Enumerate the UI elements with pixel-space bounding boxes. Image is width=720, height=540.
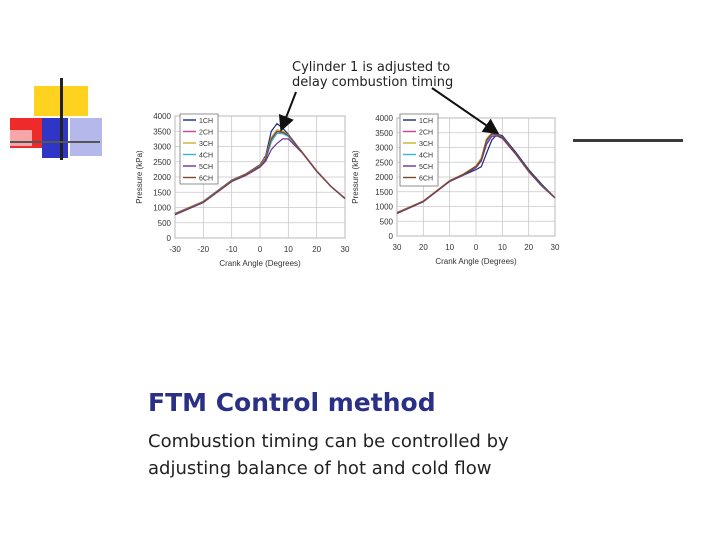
legend-entry: 4CH	[199, 153, 213, 160]
legend-box	[399, 113, 439, 187]
legend-entry: 3CH	[419, 141, 433, 148]
y-tick-label: 3500	[153, 127, 171, 136]
y-axis-label: Pressure (kPa)	[135, 150, 144, 204]
x-tick-label: 30	[393, 243, 402, 252]
arrow-to-chart-1	[278, 91, 297, 132]
legend-entry: 4CH	[419, 153, 433, 160]
y-tick-label: 4000	[375, 114, 393, 123]
legend-entry: 6CH	[199, 176, 213, 183]
y-tick-label: 1000	[153, 204, 171, 213]
y-tick-label: 1000	[375, 203, 393, 212]
y-tick-label: 1500	[375, 188, 393, 197]
y-tick-label: 3500	[375, 129, 393, 138]
x-tick-label: 0	[474, 243, 479, 252]
series-line-6CH	[174, 130, 346, 215]
arrow-to-chart-2	[431, 87, 500, 135]
deco-blue-block	[42, 118, 68, 158]
slide-title: FTM Control method	[148, 388, 436, 417]
y-tick-label: 3000	[375, 144, 393, 153]
legend-entry: 3CH	[199, 141, 213, 148]
legend-entry: 6CH	[419, 176, 433, 183]
y-tick-label: 1500	[153, 188, 171, 197]
series-line-6CH	[396, 132, 556, 214]
y-tick-label: 0	[389, 232, 394, 241]
legend-box	[179, 113, 219, 185]
y-tick-label: 4000	[153, 112, 171, 121]
decorative-rule	[573, 139, 683, 142]
legend-entry: 5CH	[419, 164, 433, 171]
annotation-callout: Cylinder 1 is adjusted to delay combusti…	[292, 60, 454, 90]
x-tick-label: 20	[419, 243, 428, 252]
x-tick-label: 20	[524, 243, 533, 252]
x-tick-label: -20	[198, 245, 210, 254]
y-tick-label: 2500	[375, 158, 393, 167]
x-axis-label: Crank Angle (Degrees)	[435, 257, 517, 266]
legend-entry: 2CH	[419, 130, 433, 137]
deco-horizontal-line	[10, 141, 100, 143]
y-axis-label: Pressure (kPa)	[351, 150, 360, 204]
y-tick-label: 2500	[153, 158, 171, 167]
x-tick-label: 10	[445, 243, 454, 252]
y-tick-label: 500	[380, 217, 394, 226]
y-tick-label: 500	[158, 219, 172, 228]
legend-entry: 1CH	[199, 118, 213, 125]
legend-entry: 5CH	[199, 164, 213, 171]
slide-body: Combustion timing can be controlled by a…	[148, 431, 509, 479]
x-tick-label: 30	[341, 245, 350, 254]
legend-entry: 1CH	[419, 118, 433, 125]
x-tick-label: 30	[551, 243, 560, 252]
chart-2: 30 20 10 0 10 20 30 0 500 1000 1500 2000 2500 3000 350…	[351, 113, 560, 266]
y-tick-label: 0	[167, 234, 172, 243]
y-tick-label: 2000	[153, 173, 171, 182]
x-tick-label: 10	[498, 243, 507, 252]
y-tick-label: 3000	[153, 143, 171, 152]
y-tick-label: 2000	[375, 173, 393, 182]
x-axis-label: Crank Angle (Degrees)	[219, 259, 301, 268]
deco-vertical-line	[60, 78, 63, 160]
x-tick-label: -10	[226, 245, 238, 254]
chart-1: -30 -20 -10 0 10 20 30 0 500 1000 1500 2000 2500 3000…	[135, 112, 350, 268]
x-tick-label: 20	[312, 245, 321, 254]
deco-lightblue-block	[70, 118, 102, 156]
x-tick-label: 10	[284, 245, 293, 254]
legend-entry: 2CH	[199, 130, 213, 137]
x-tick-label: 0	[258, 245, 263, 254]
x-tick-label: -30	[169, 245, 181, 254]
callout-arrows	[278, 87, 500, 135]
